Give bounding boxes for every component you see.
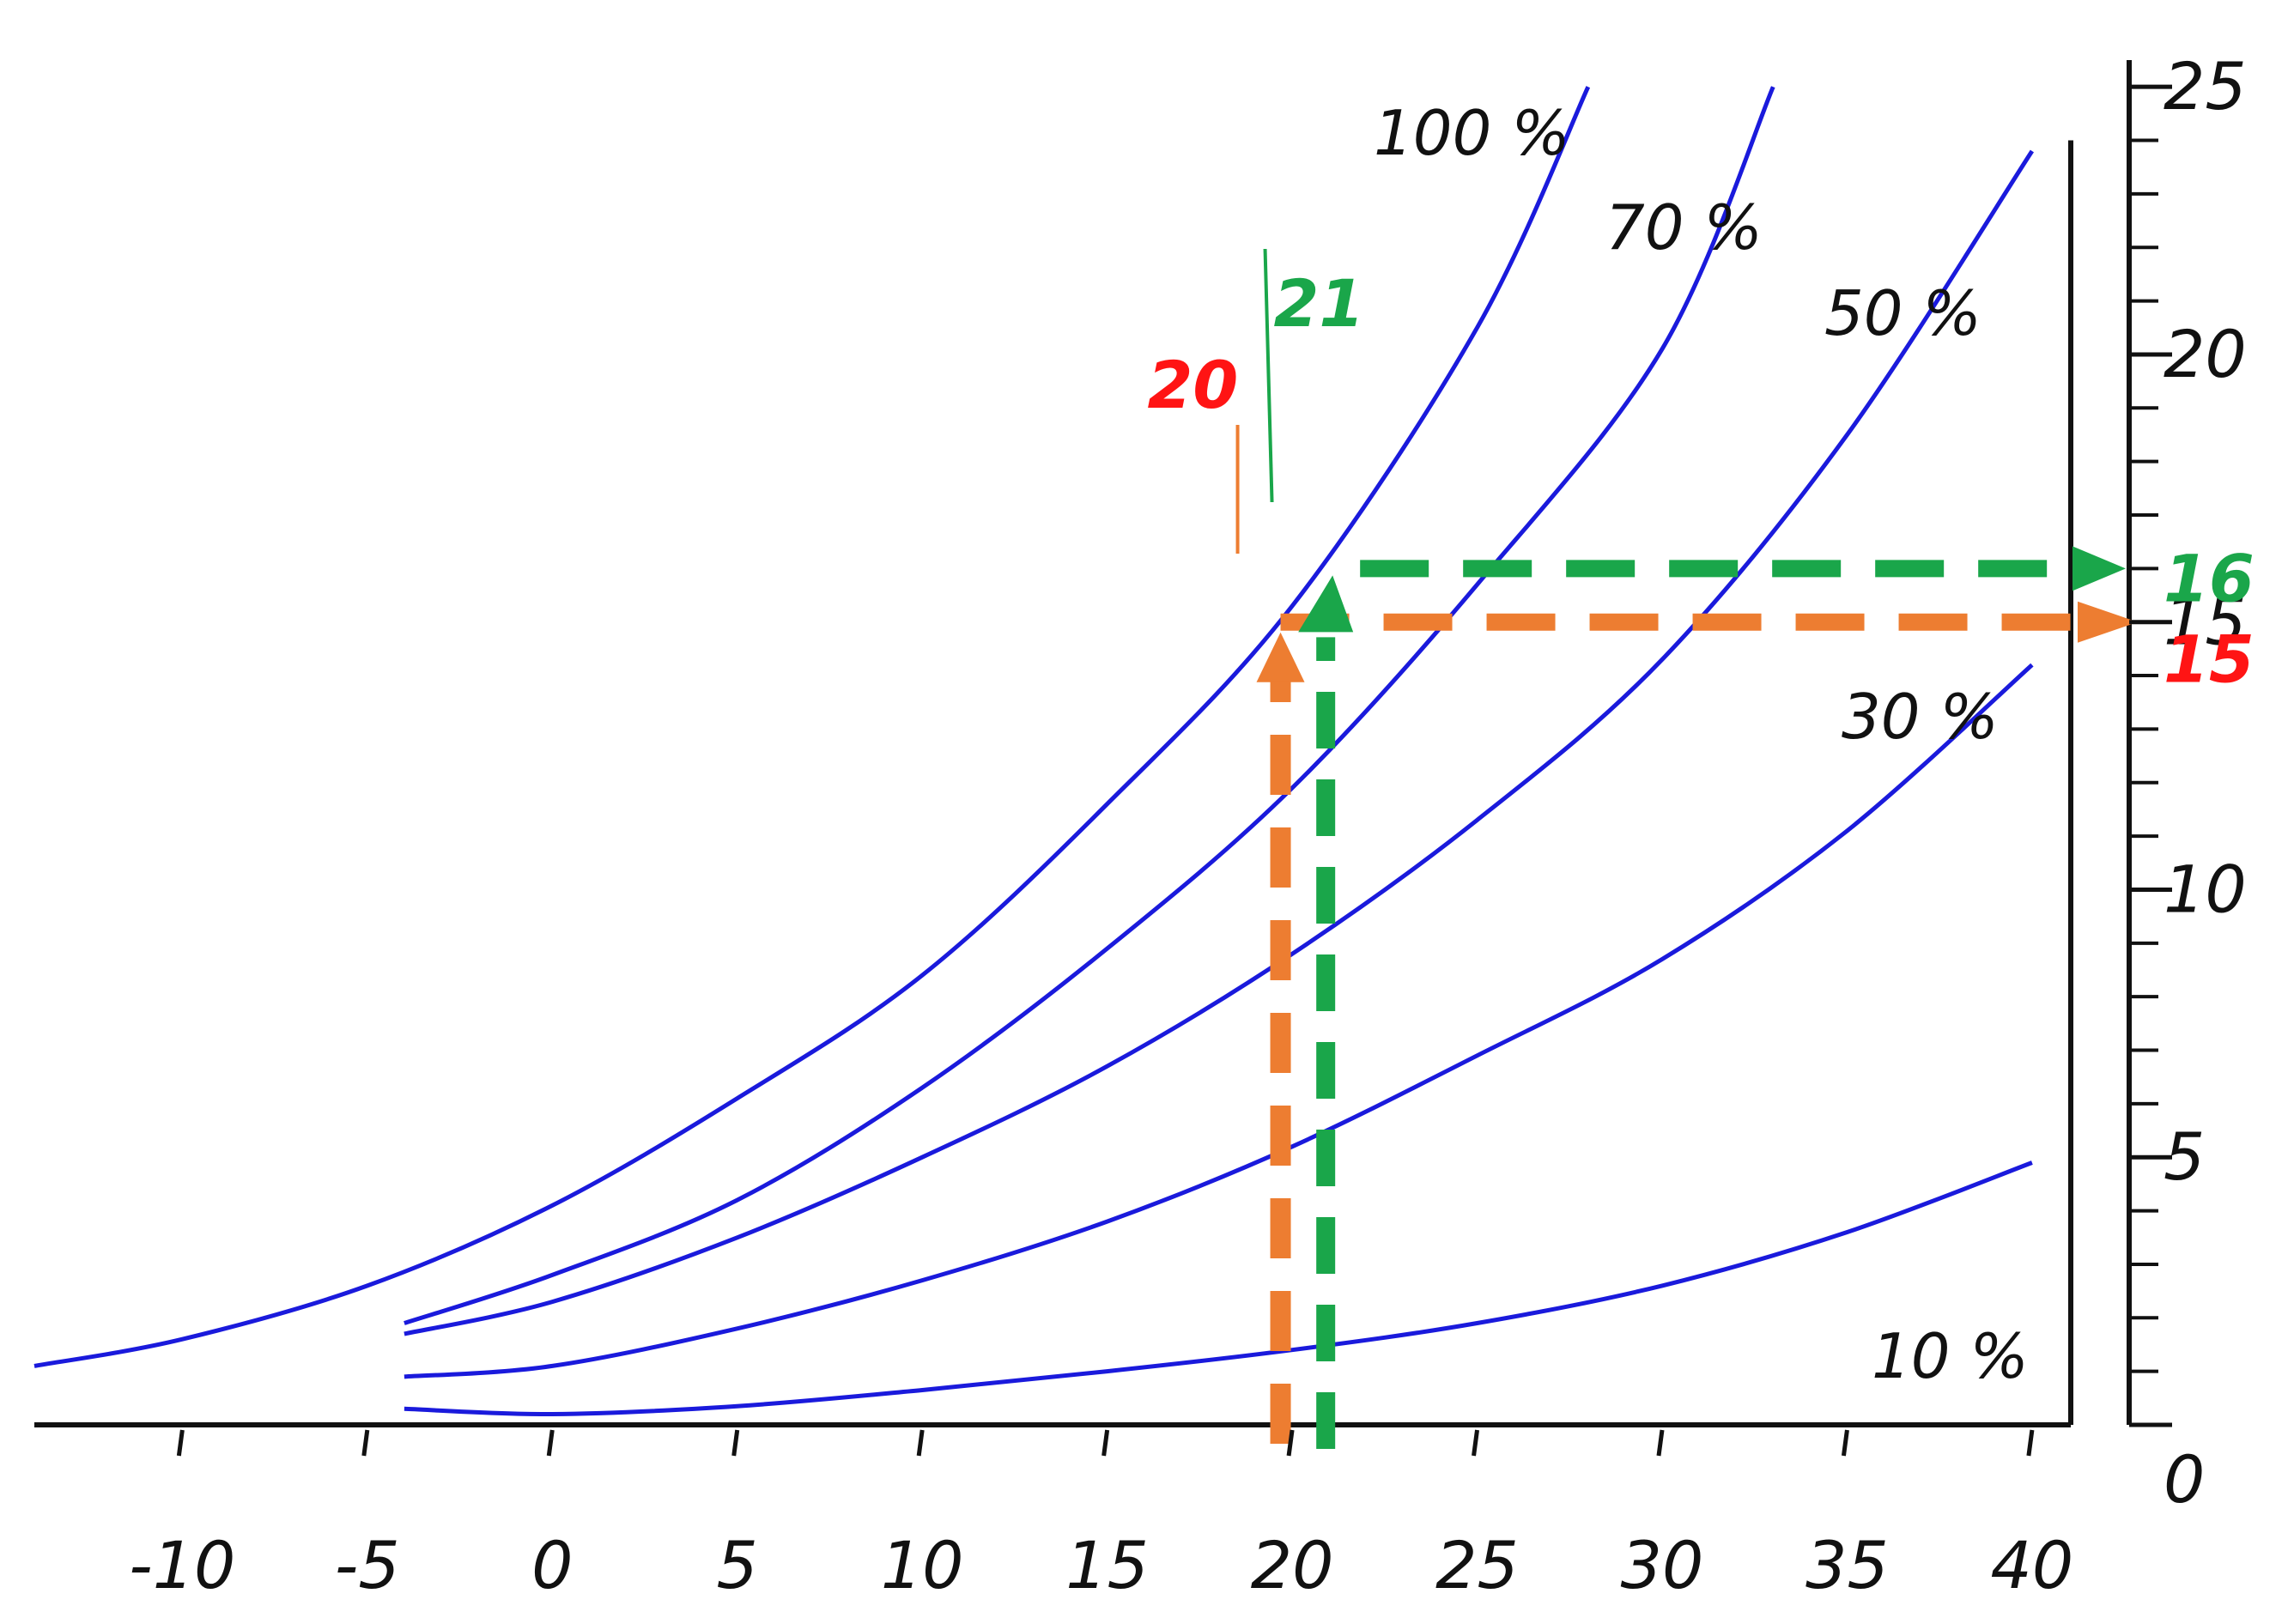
curve-label: 100 % <box>1374 97 1570 169</box>
x-tick <box>1656 1429 1665 1457</box>
tick-group: -10 -5 0 5 10 15 20 25 30 35 40 0 5 10 15 20 25 <box>129 48 2246 1603</box>
x-tick <box>1841 1429 1849 1457</box>
x-tick-label: 25 <box>1435 1527 1519 1603</box>
orange-arrow-up <box>1256 632 1305 682</box>
orange-arrow-right <box>2078 601 2138 643</box>
y-tick-label: 25 <box>2164 48 2247 124</box>
green-arrow-right <box>2072 546 2126 591</box>
x-tick-label: 5 <box>717 1527 758 1603</box>
x-tick <box>1101 1429 1110 1457</box>
curve-1 <box>33 86 1591 1368</box>
x-tick-label: -5 <box>335 1527 400 1603</box>
x-tick-label: 35 <box>1805 1527 1889 1603</box>
guide-lines <box>1235 248 2138 1449</box>
x-tick <box>916 1429 925 1457</box>
x-tick <box>1472 1429 1480 1457</box>
curve-5 <box>404 1160 2033 1417</box>
x-tick-label: 30 <box>1621 1527 1704 1603</box>
x-tick-label: 40 <box>1991 1527 2074 1603</box>
x-tick <box>176 1429 185 1457</box>
x-tick <box>546 1429 555 1457</box>
y-tick-label: 0 <box>2164 1441 2205 1518</box>
curve-2 <box>404 86 1775 1325</box>
x-tick <box>1286 1429 1295 1457</box>
curve-label: 10 % <box>1872 1320 2029 1392</box>
curve-label: 30 % <box>1842 681 1999 753</box>
x-tick-label: 0 <box>531 1527 573 1603</box>
input-value-21-label: 21 <box>1274 265 1365 342</box>
green-arrow-up <box>1298 575 1354 633</box>
x-tick <box>731 1429 740 1457</box>
x-tick <box>2026 1429 2035 1457</box>
green-pointer-line <box>1263 248 1274 503</box>
x-tick-label: -10 <box>129 1527 235 1603</box>
curve-label: 50 % <box>1824 277 1981 349</box>
curve-label: 70 % <box>1605 191 1763 264</box>
x-tick-label: 15 <box>1065 1527 1149 1603</box>
curve-group <box>33 86 2034 1417</box>
curve-3 <box>404 149 2034 1336</box>
y-tick-label: 20 <box>2164 316 2247 392</box>
result-value-15-label: 15 <box>2164 621 2255 698</box>
input-value-20-label: 20 <box>1148 347 1239 423</box>
x-tick <box>361 1429 370 1457</box>
y-tick-label: 10 <box>2164 851 2247 927</box>
curve-4 <box>404 663 2034 1379</box>
x-tick-label: 20 <box>1251 1527 1334 1603</box>
axes <box>34 60 2132 1427</box>
y-tick-label: 15 <box>2164 584 2247 660</box>
y-tick-label: 5 <box>2164 1118 2205 1195</box>
x-tick-label: 10 <box>881 1527 964 1603</box>
result-value-16-label: 16 <box>2164 540 2255 616</box>
